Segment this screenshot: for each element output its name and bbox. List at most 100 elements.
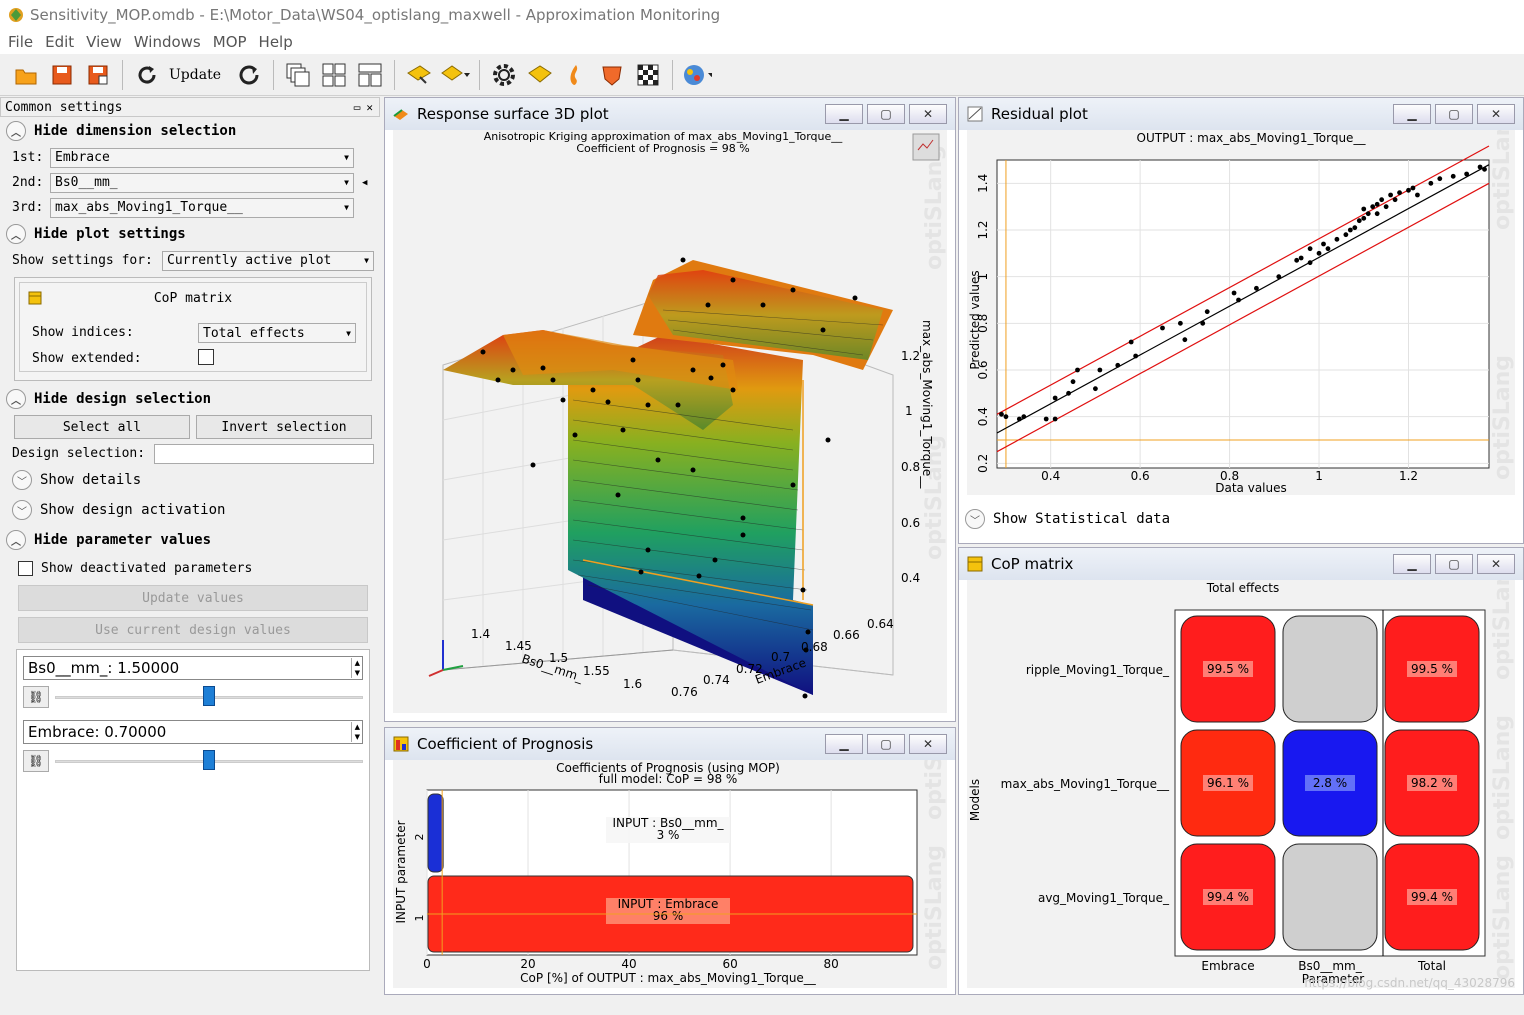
cell-value-label: 99.4 % [1411,890,1453,904]
show-details-toggle[interactable]: ﹀ Show details [0,466,380,494]
show-settings-select[interactable]: Currently active plot ▼ [162,250,374,271]
surface-dropdown-icon[interactable] [440,60,470,90]
minimize-icon[interactable]: ▁ [1393,554,1431,574]
surface-tool-icon[interactable] [404,60,434,90]
cop-plot-area[interactable]: optiSLang optiSLang Coefficients of Prog… [393,728,949,990]
data-point [1043,416,1049,422]
plot-section-toggle[interactable]: ︿ Hide plot settings [0,220,380,248]
minimize-icon[interactable]: ▁ [825,104,863,124]
swap-arrow-icon[interactable]: ◀ [362,177,368,188]
checker-tool-icon[interactable] [633,60,663,90]
residual-x-label: Data values [1215,481,1287,495]
surface-plot-subtitle: Coefficient of Prognosis = 98 % [576,142,749,155]
data-point [1115,362,1121,368]
design-section-toggle[interactable]: ︿ Hide design selection [0,385,380,413]
data-point [1052,416,1058,422]
cascade-windows-icon[interactable] [283,60,313,90]
spin-arrows-icon[interactable]: ▲ ▼ [350,658,360,678]
maximize-icon[interactable]: ▢ [867,734,905,754]
menu-windows[interactable]: Windows [133,33,201,51]
embrace-slider-handle[interactable] [203,750,215,770]
select-all-button[interactable]: Select all [14,415,190,439]
maximize-icon[interactable]: ▢ [1435,104,1473,124]
data-point [1097,367,1103,373]
expand-icon: ﹀ [12,500,32,520]
close-icon[interactable]: ✕ [1477,554,1515,574]
residual-chart-title: OUTPUT : max_abs_Moving1_Torque__ [1137,131,1367,145]
bs0-slider-handle[interactable] [203,686,215,706]
show-deactivated-checkbox[interactable] [18,561,33,576]
minimize-icon[interactable]: ▁ [1393,104,1431,124]
shield-tool-icon[interactable] [597,60,627,90]
settings-gear-icon[interactable] [489,60,519,90]
menu-edit[interactable]: Edit [45,33,75,51]
save-icon[interactable] [47,60,77,90]
maximize-icon[interactable]: ▢ [867,104,905,124]
matrix-row-label: ripple_Moving1_Torque_ [1026,663,1170,677]
link-icon[interactable]: ⛓ [23,750,49,772]
param-section-toggle[interactable]: ︿ Hide parameter values [0,526,380,554]
data-point [1450,173,1456,179]
data-point [1356,218,1362,224]
residual-svg[interactable]: optiSLang optiSLang OUTPUT : max_abs_Mov… [967,105,1517,497]
response-surface-plot[interactable]: optiSLang optiSLang Anisotropic Kriging … [393,130,947,713]
embrace-spinbox[interactable]: Embrace: 0.70000 ▲ ▼ [23,720,363,744]
menu-view[interactable]: View [86,33,122,51]
design-selection-input[interactable] [154,443,374,464]
invert-selection-button[interactable]: Invert selection [196,415,372,439]
surface-3d-svg[interactable]: optiSLang optiSLang Anisotropic Kriging … [393,130,949,715]
refresh-icon[interactable] [234,60,264,90]
close-icon[interactable]: ✕ [909,104,947,124]
cop-matrix-plot-area[interactable]: optiSLang optiSLang optiSLang Total effe… [967,555,1517,990]
watermark-text: optiSLang [922,435,947,560]
app-logo-icon [9,8,23,22]
show-statistical-toggle[interactable]: ﹀ Show Statistical data [959,505,1170,533]
cop-matrix-icon [967,556,983,572]
show-indices-select[interactable]: Total effects ▼ [198,323,356,343]
minimize-icon[interactable]: ▁ [825,734,863,754]
use-current-values-button[interactable]: Use current design values [18,617,368,643]
data-point [1464,171,1470,177]
show-design-activation-toggle[interactable]: ﹀ Show design activation [0,496,380,524]
window-controls: ▁ ▢ ✕ [1389,554,1515,574]
update-button[interactable]: Update [169,66,221,83]
link-icon[interactable]: ⛓ [23,686,49,708]
dimension-section-toggle[interactable]: ︿ Hide dimension selection [0,117,380,145]
menu-mop[interactable]: MOP [212,33,247,51]
embrace-tick: 0.72 [736,662,763,676]
show-details-label: Show details [40,472,142,488]
maximize-icon[interactable]: ▢ [1435,554,1473,574]
diamond-tool-icon[interactable] [525,60,555,90]
update-values-button[interactable]: Update values [18,585,368,611]
x-tick-label: 1 [1315,469,1323,483]
confidence-bound-line [996,182,1490,453]
close-icon[interactable]: ✕ [1477,104,1515,124]
menu-file[interactable]: File [8,33,34,51]
flame-tool-icon[interactable] [561,60,591,90]
cop-matrix-svg[interactable]: optiSLang optiSLang optiSLang Total effe… [967,555,1517,990]
embrace-tick: 0.76 [671,685,698,699]
open-folder-icon[interactable] [11,60,41,90]
menu-help[interactable]: Help [258,33,293,51]
bs0-spinbox[interactable]: Bs0__mm_: 1.50000 ▲ ▼ [23,656,363,680]
show-extended-checkbox[interactable] [198,349,214,365]
cop-svg[interactable]: optiSLang optiSLang Coefficients of Prog… [393,728,949,990]
cell-label-bg [1407,775,1457,791]
dim-1-select[interactable]: Embrace ▼ [50,147,354,168]
dim-3-select[interactable]: max_abs_Moving1_Torque__ ▼ [50,197,354,218]
y-tick-label: 1.2 [976,220,990,239]
layout-windows-icon[interactable] [355,60,385,90]
save-as-icon[interactable] [83,60,113,90]
residual-plot-area[interactable]: optiSLang optiSLang OUTPUT : max_abs_Mov… [967,105,1517,497]
palette-dropdown-icon[interactable] [682,60,712,90]
residual-points [999,164,1487,422]
panel-float-close-icon[interactable]: ▭✕ [353,100,379,114]
spin-arrows-icon[interactable]: ▲ ▼ [350,722,360,742]
tile-windows-icon[interactable] [319,60,349,90]
update-icon[interactable] [132,60,162,90]
design-selection-row: Design selection: [0,441,380,466]
close-icon[interactable]: ✕ [909,734,947,754]
design-marker-line [582,559,814,606]
data-point [1428,180,1434,186]
dim-2-select[interactable]: Bs0__mm_ ▼ [50,172,354,193]
